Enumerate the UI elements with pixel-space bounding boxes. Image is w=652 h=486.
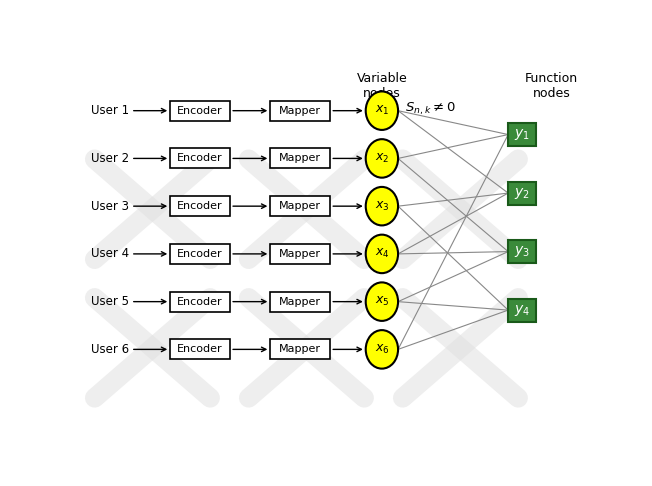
Text: Variable
nodes: Variable nodes — [357, 72, 408, 100]
FancyBboxPatch shape — [170, 339, 230, 359]
FancyBboxPatch shape — [170, 148, 230, 169]
Text: $x_3$: $x_3$ — [375, 200, 389, 213]
Text: Mapper: Mapper — [279, 154, 321, 163]
Ellipse shape — [366, 235, 398, 273]
Ellipse shape — [366, 139, 398, 178]
Text: User 2: User 2 — [91, 152, 129, 165]
FancyBboxPatch shape — [170, 292, 230, 312]
Text: Encoder: Encoder — [177, 201, 223, 211]
FancyBboxPatch shape — [270, 196, 331, 216]
FancyBboxPatch shape — [508, 298, 536, 322]
Text: Mapper: Mapper — [279, 296, 321, 307]
Text: Mapper: Mapper — [279, 249, 321, 259]
Text: Mapper: Mapper — [279, 201, 321, 211]
Ellipse shape — [366, 282, 398, 321]
Ellipse shape — [366, 330, 398, 368]
Text: User 5: User 5 — [91, 295, 129, 308]
FancyBboxPatch shape — [270, 101, 331, 121]
Text: Encoder: Encoder — [177, 154, 223, 163]
Text: Encoder: Encoder — [177, 105, 223, 116]
Text: $y_1$: $y_1$ — [514, 127, 530, 142]
FancyBboxPatch shape — [270, 339, 331, 359]
FancyBboxPatch shape — [170, 101, 230, 121]
Text: $y_3$: $y_3$ — [514, 244, 530, 259]
Text: User 3: User 3 — [91, 200, 129, 213]
FancyBboxPatch shape — [508, 123, 536, 146]
Text: $y_2$: $y_2$ — [514, 186, 530, 201]
Ellipse shape — [366, 91, 398, 130]
Text: Mapper: Mapper — [279, 345, 321, 354]
Text: User 6: User 6 — [91, 343, 129, 356]
Text: $x_1$: $x_1$ — [375, 104, 389, 117]
Text: $S_{n,k} \neq 0$: $S_{n,k} \neq 0$ — [405, 101, 456, 117]
FancyBboxPatch shape — [508, 181, 536, 205]
Text: User 4: User 4 — [91, 247, 129, 260]
Text: Encoder: Encoder — [177, 345, 223, 354]
Text: $y_4$: $y_4$ — [514, 303, 530, 318]
FancyBboxPatch shape — [170, 196, 230, 216]
Text: $x_6$: $x_6$ — [374, 343, 389, 356]
Text: Function
nodes: Function nodes — [525, 72, 578, 100]
Text: Encoder: Encoder — [177, 249, 223, 259]
FancyBboxPatch shape — [508, 240, 536, 263]
FancyBboxPatch shape — [270, 244, 331, 264]
Text: Encoder: Encoder — [177, 296, 223, 307]
Text: $x_4$: $x_4$ — [374, 247, 389, 260]
Text: Mapper: Mapper — [279, 105, 321, 116]
FancyBboxPatch shape — [270, 292, 331, 312]
Ellipse shape — [366, 187, 398, 226]
FancyBboxPatch shape — [270, 148, 331, 169]
Text: User 1: User 1 — [91, 104, 129, 117]
Text: $x_5$: $x_5$ — [375, 295, 389, 308]
FancyBboxPatch shape — [170, 244, 230, 264]
Text: $x_2$: $x_2$ — [375, 152, 389, 165]
